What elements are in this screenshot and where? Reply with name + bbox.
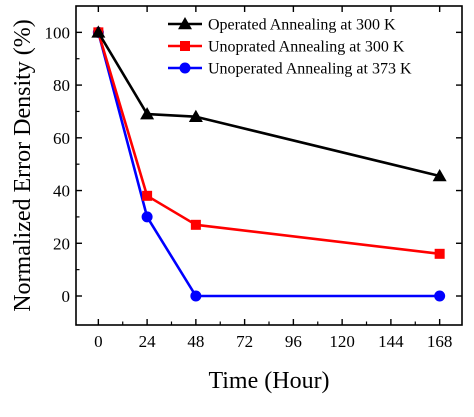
data-point-square bbox=[190, 219, 201, 230]
data-point-circle bbox=[179, 62, 191, 74]
data-point-triangle bbox=[188, 109, 203, 122]
y-tick-label: 0 bbox=[62, 287, 71, 306]
axes: 0 24 48 72 96 120 144 168 0 20 40 60 80 100 bbox=[45, 5, 463, 351]
series-line bbox=[97, 32, 440, 298]
plot-area bbox=[91, 25, 447, 302]
x-tick-label: 0 bbox=[94, 332, 103, 351]
series-triangle bbox=[91, 25, 447, 182]
legend-item: Operated Annealing at 300 K bbox=[168, 17, 396, 34]
y-tick-label: 40 bbox=[53, 182, 70, 201]
data-point-triangle bbox=[178, 17, 192, 30]
data-point-square bbox=[142, 190, 153, 201]
data-point-triangle bbox=[91, 25, 106, 38]
legend-label: Unoprated Annealing at 300 K bbox=[208, 39, 405, 56]
data-point-circle bbox=[190, 290, 202, 302]
data-point-triangle bbox=[432, 169, 447, 182]
x-tick-label: 120 bbox=[329, 332, 355, 351]
legend: Operated Annealing at 300 K Unoprated Ann… bbox=[168, 17, 412, 78]
legend-label: Unoperated Annealing at 373 K bbox=[208, 61, 412, 78]
x-tick-label: 168 bbox=[427, 332, 453, 351]
y-tick-label: 20 bbox=[53, 234, 70, 253]
series-line bbox=[97, 31, 440, 256]
y-tick-label: 100 bbox=[45, 23, 71, 42]
x-tick-label: 48 bbox=[187, 332, 204, 351]
y-tick-label: 60 bbox=[53, 129, 70, 148]
x-tick-label: 24 bbox=[139, 332, 157, 351]
data-point-triangle bbox=[140, 107, 155, 120]
legend-item: Unoprated Annealing at 300 K bbox=[168, 39, 405, 56]
x-tick-label: 96 bbox=[285, 332, 302, 351]
data-point-square bbox=[180, 41, 190, 51]
x-axis-title: Time (Hour) bbox=[208, 368, 329, 394]
x-tick-label: 144 bbox=[378, 332, 404, 351]
y-tick-label: 80 bbox=[53, 76, 70, 95]
y-axis-title: Normalized Error Density (%) bbox=[10, 19, 36, 312]
data-point-square bbox=[434, 248, 445, 259]
x-tick-label: 72 bbox=[236, 332, 253, 351]
series-line bbox=[97, 31, 440, 178]
data-point-circle bbox=[434, 290, 446, 302]
legend-item: Unoperated Annealing at 373 K bbox=[168, 61, 412, 78]
data-point-circle bbox=[141, 211, 153, 223]
legend-label: Operated Annealing at 300 K bbox=[208, 17, 396, 34]
